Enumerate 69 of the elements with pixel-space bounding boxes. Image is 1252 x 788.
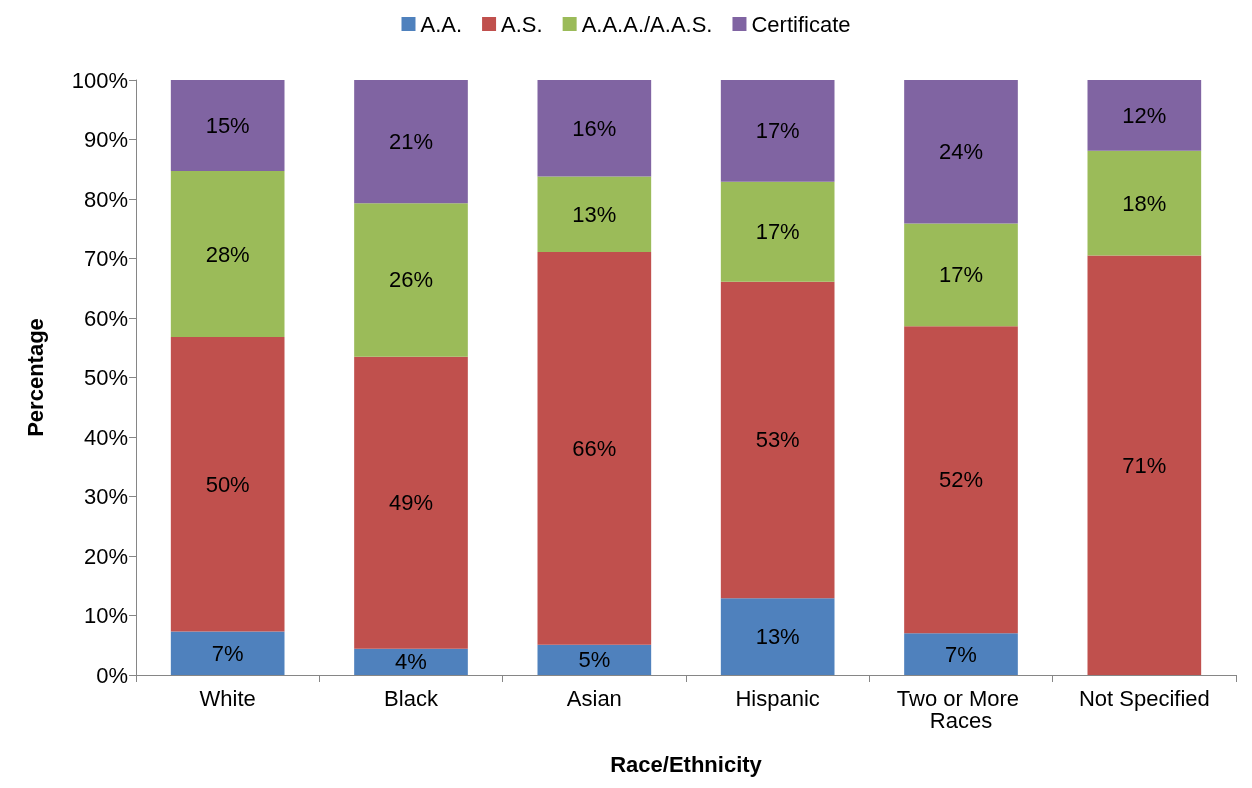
data-label: 26%: [388, 267, 434, 293]
y-tick-label: 40%: [83, 424, 128, 450]
y-tick-label: 100%: [71, 67, 128, 93]
x-tick-label: Asian: [566, 685, 622, 711]
bar: [720, 80, 835, 182]
y-tick-label: 60%: [83, 305, 128, 331]
bar: [170, 337, 285, 632]
y-tick-label: 10%: [83, 603, 128, 628]
legend-label: A.S.: [501, 11, 543, 37]
legend-label: A.A.: [420, 11, 463, 37]
bar: [170, 631, 285, 675]
x-tick-label: Two or More Races: [896, 685, 1026, 733]
bar: [904, 223, 1018, 327]
legend-label: A.A.A./A.A.S.: [581, 11, 713, 37]
data-label: 13%: [572, 201, 617, 227]
data-label: 17%: [755, 118, 800, 144]
y-tick-label: 30%: [83, 484, 128, 509]
data-label: 52%: [938, 467, 984, 493]
bar: [720, 598, 835, 675]
data-label: 28%: [205, 241, 250, 267]
x-tick-label: Black: [384, 685, 439, 711]
data-label: 53%: [755, 427, 800, 453]
y-tick-label: 80%: [83, 186, 128, 212]
data-label: 15%: [205, 113, 250, 139]
x-axis-title: Race/Ethnicity: [610, 751, 763, 777]
data-label: 16%: [572, 115, 617, 141]
bar: [1087, 255, 1202, 675]
y-tick-label: 20%: [83, 543, 128, 569]
data-label: 13%: [755, 624, 800, 650]
bar: [720, 181, 835, 282]
data-label: 17%: [755, 219, 800, 245]
bar: [904, 326, 1018, 634]
bar: [720, 281, 835, 599]
data-label: 18%: [1122, 190, 1167, 216]
data-label: 66%: [572, 435, 617, 461]
bar: [537, 80, 652, 177]
bar: [904, 80, 1018, 224]
bar: [354, 80, 468, 204]
y-tick-label: 50%: [83, 365, 128, 390]
data-label: 12%: [1122, 102, 1167, 128]
y-tick-label: 70%: [83, 246, 128, 271]
legend-label: Certificate: [751, 11, 851, 37]
data-label: 17%: [938, 262, 984, 288]
bar: [354, 648, 468, 675]
bar: [170, 171, 285, 338]
data-label: 71%: [1122, 452, 1167, 478]
bar: [170, 80, 285, 172]
data-label: 21%: [388, 129, 434, 155]
data-label: 49%: [388, 490, 434, 516]
bar: [354, 356, 468, 649]
data-label: 24%: [938, 139, 984, 165]
bar: [904, 633, 1018, 675]
data-label: 7%: [945, 641, 977, 667]
bar: [537, 251, 652, 645]
y-axis-title: Percentage: [22, 318, 48, 437]
data-label: 7%: [211, 640, 244, 666]
bar: [537, 644, 652, 675]
y-tick-label: 90%: [83, 127, 128, 152]
y-tick-label: 0%: [96, 662, 128, 688]
bar: [354, 203, 468, 357]
x-tick-label: Not Specified: [1078, 685, 1210, 711]
data-label: 4%: [395, 649, 427, 675]
bar: [1087, 150, 1202, 256]
x-tick-label: White: [199, 685, 256, 711]
data-label: 5%: [578, 647, 611, 673]
data-label: 50%: [205, 471, 250, 497]
bar: [1087, 80, 1202, 151]
x-tick-label: Hispanic: [735, 685, 820, 711]
bar: [537, 176, 652, 252]
